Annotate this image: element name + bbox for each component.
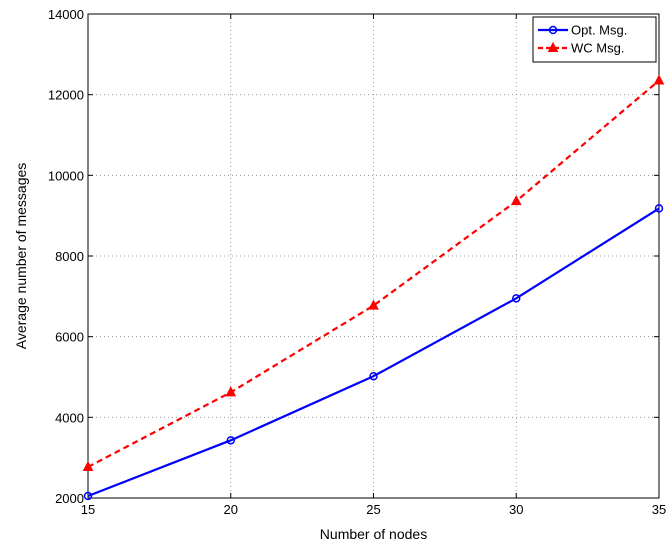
legend-item-1: WC Msg. xyxy=(538,41,624,56)
series-line xyxy=(87,207,660,498)
x-axis-label: Number of nodes xyxy=(320,526,427,542)
legend-marker xyxy=(548,25,558,35)
data-point xyxy=(83,491,93,501)
legend-label: WC Msg. xyxy=(571,41,624,56)
y-tick-label: 6000 xyxy=(55,330,84,345)
data-point xyxy=(653,74,665,85)
legend-marker xyxy=(547,41,559,52)
legend: Opt. Msg. WC Msg. xyxy=(532,16,657,63)
y-tick-label: 14000 xyxy=(48,7,84,22)
data-point xyxy=(654,204,664,213)
x-tick-label: 35 xyxy=(652,502,666,517)
data-point xyxy=(225,386,237,397)
legend-item-0: Opt. Msg. xyxy=(538,23,627,38)
data-point xyxy=(510,195,522,206)
series-1 xyxy=(82,74,665,471)
y-tick-label: 2000 xyxy=(55,491,84,506)
data-point xyxy=(369,371,378,381)
data-point xyxy=(512,294,521,303)
legend-box xyxy=(532,16,657,63)
y-tick-label: 4000 xyxy=(55,410,84,425)
x-tick-label: 20 xyxy=(224,502,238,517)
y-tick-label: 8000 xyxy=(55,249,84,264)
data-point xyxy=(368,299,379,310)
series-lines xyxy=(82,74,665,501)
series-0 xyxy=(83,204,664,501)
axis-ticks xyxy=(87,13,660,499)
data-point xyxy=(226,436,235,445)
legend-label: Opt. Msg. xyxy=(571,23,627,38)
x-tick-label: 25 xyxy=(366,502,380,517)
x-axis-tick-labels: 15 20 25 30 35 xyxy=(81,502,666,517)
y-axis-tick-labels: 2000 4000 6000 8000 10000 12000 14000 xyxy=(48,7,84,506)
gridlines xyxy=(88,14,659,498)
x-tick-label: 30 xyxy=(509,502,523,517)
data-point xyxy=(82,460,94,471)
y-axis-label: Average number of messages xyxy=(13,163,29,350)
y-tick-label: 10000 xyxy=(48,168,84,183)
x-tick-label: 15 xyxy=(81,502,95,517)
y-tick-label: 12000 xyxy=(48,88,84,103)
